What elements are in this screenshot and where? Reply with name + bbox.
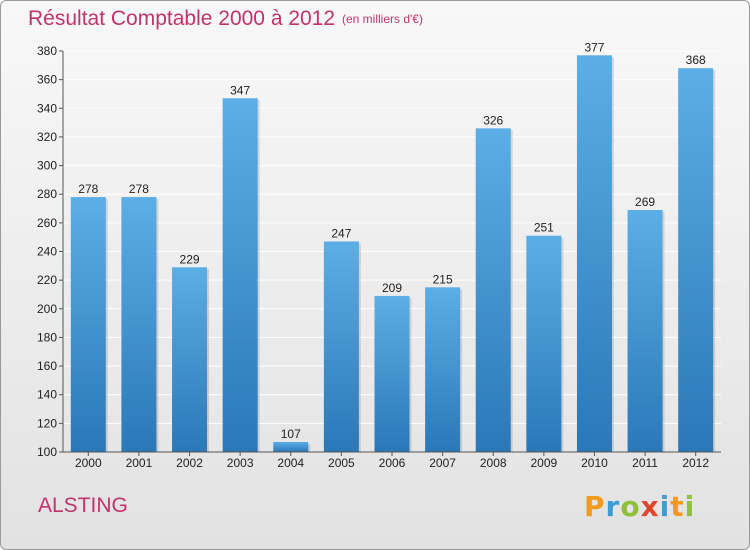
y-tick-label: 260 xyxy=(37,216,57,230)
logo-letter: x xyxy=(640,490,660,523)
x-tick-label: 2006 xyxy=(379,456,406,470)
x-tick-label: 2007 xyxy=(429,456,456,470)
y-tick-label: 280 xyxy=(37,187,57,201)
y-tick-label: 180 xyxy=(37,330,57,344)
x-tick-label: 2009 xyxy=(530,456,557,470)
data-label: 278 xyxy=(78,182,98,196)
y-tick-label: 100 xyxy=(37,445,57,459)
bar-2002 xyxy=(172,267,208,452)
bar-2003 xyxy=(222,98,258,452)
bar-2012 xyxy=(678,68,714,452)
y-tick-label: 300 xyxy=(37,159,57,173)
data-label: 368 xyxy=(686,53,706,67)
logo-letter: r xyxy=(605,490,621,523)
chart-title: Résultat Comptable 2000 à 2012 xyxy=(28,7,336,30)
x-tick-label: 2000 xyxy=(75,456,102,470)
bar-2006 xyxy=(374,295,410,452)
y-tick-label: 160 xyxy=(37,359,57,373)
logo-letter: i xyxy=(684,490,696,523)
bar-2010 xyxy=(576,55,612,453)
data-label: 107 xyxy=(281,427,301,441)
data-label: 377 xyxy=(584,40,604,54)
y-tick-label: 360 xyxy=(37,73,57,87)
bar-2000 xyxy=(70,197,106,452)
data-label: 215 xyxy=(433,272,453,286)
y-tick-label: 140 xyxy=(37,388,57,402)
x-tick-label: 2012 xyxy=(682,456,709,470)
y-tick-label: 380 xyxy=(37,44,57,58)
bar-2001 xyxy=(121,197,157,452)
x-tick-label: 2004 xyxy=(277,456,304,470)
y-tick-label: 240 xyxy=(37,245,57,259)
data-label: 247 xyxy=(331,226,351,240)
x-tick-label: 2011 xyxy=(632,456,658,470)
x-tick-label: 2010 xyxy=(581,456,608,470)
y-tick-label: 220 xyxy=(37,273,57,287)
data-label: 251 xyxy=(534,221,554,235)
x-tick-label: 2008 xyxy=(480,456,507,470)
data-labels: 278 278 229 347 107 247 209 215 326 251 377 269 368 xyxy=(78,40,706,441)
x-tick-label: 2003 xyxy=(227,456,254,470)
place-name: ALSTING xyxy=(38,494,128,517)
data-label: 278 xyxy=(129,182,149,196)
axes: 100 120 140 160 180 200 220 240 260 280 300 320 340 3… xyxy=(37,44,721,470)
proxiti-logo: Proxiti xyxy=(584,490,694,526)
bar-2008 xyxy=(475,128,511,452)
chart-subtitle: (en milliers d'€) xyxy=(342,12,423,26)
logo-letter: i xyxy=(659,490,671,523)
data-label: 326 xyxy=(483,113,503,127)
x-tick-label: 2002 xyxy=(176,456,203,470)
x-tick-label: 2001 xyxy=(126,456,153,470)
bar-2009 xyxy=(526,235,562,452)
data-label: 209 xyxy=(382,281,402,295)
y-tick-label: 320 xyxy=(37,130,57,144)
bar-2004 xyxy=(273,441,309,452)
y-tick-label: 120 xyxy=(37,416,57,430)
data-label: 229 xyxy=(180,252,200,266)
bar-2005 xyxy=(323,241,359,452)
logo-letter: o xyxy=(620,490,641,523)
logo-letter: t xyxy=(670,490,685,523)
logo-letter: P xyxy=(584,490,606,523)
y-tick-label: 200 xyxy=(37,302,57,316)
bar-2011 xyxy=(627,209,663,452)
bar-2007 xyxy=(425,287,461,452)
data-label: 347 xyxy=(230,83,250,97)
bars xyxy=(70,55,716,453)
data-label: 269 xyxy=(635,195,655,209)
x-tick-label: 2005 xyxy=(328,456,355,470)
y-tick-label: 340 xyxy=(37,101,57,115)
